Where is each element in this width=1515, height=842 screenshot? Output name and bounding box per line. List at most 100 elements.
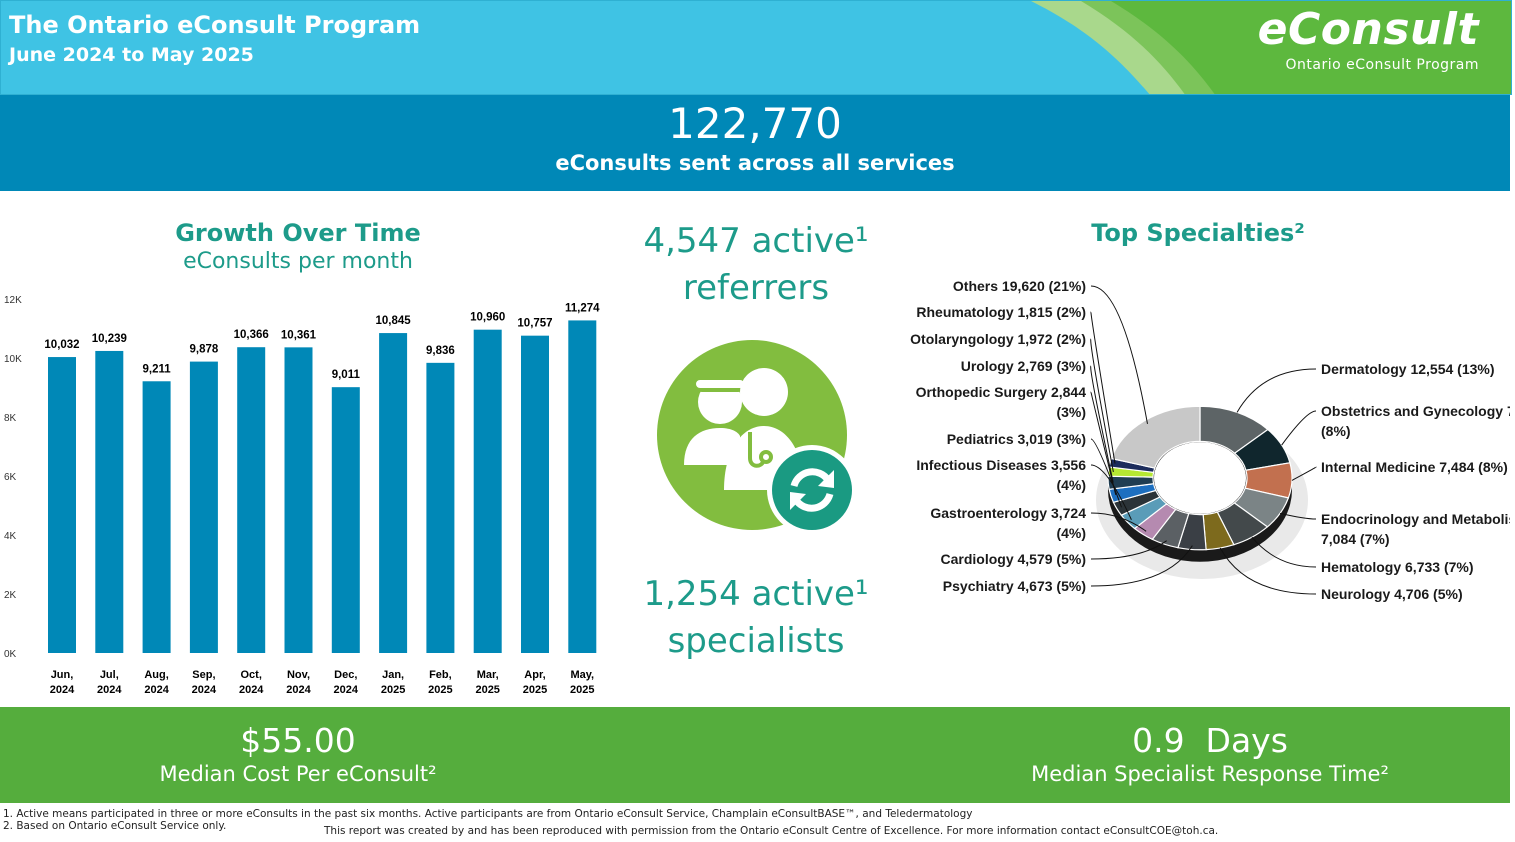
x-tick-label: 2024 (97, 684, 122, 696)
slice-label: Neurology 4,706 (5%) (1321, 586, 1463, 602)
slice-label: Rheumatology 1,815 (2%) (916, 304, 1086, 320)
bar-value-label: 9,878 (190, 344, 219, 356)
bar-value-label: 10,757 (517, 318, 552, 330)
leader-line (1090, 391, 1117, 496)
growth-chart-subtitle: eConsults per month (183, 249, 413, 274)
leader-line (1090, 338, 1114, 473)
x-tick-label: Dec, (334, 669, 357, 681)
x-tick-label: 2025 (381, 684, 405, 696)
bar-value-label: 10,845 (376, 315, 412, 327)
slice-label: Pediatrics 3,019 (3%) (947, 431, 1086, 447)
bar (473, 329, 502, 653)
header-green-swoosh (1031, 1, 1511, 94)
x-tick-label: 2024 (286, 684, 311, 696)
median-cost-label: Median Cost Per eConsult² (159, 762, 437, 786)
bar-value-label: 10,239 (92, 333, 127, 345)
slice-label: Urology 2,769 (3%) (961, 358, 1086, 374)
leader-line (1090, 512, 1147, 532)
bar-value-label: 11,274 (565, 302, 600, 314)
x-tick-label: May, (570, 669, 594, 681)
slice-label: Dermatology 12,554 (13%) (1321, 361, 1495, 377)
monthly-econsults-bar-chart: 0K 2K 4K 6K 8K 10K 12K 10,032 Jun, 2024 10,239 Jul,… (4, 295, 600, 696)
leader-line (1281, 410, 1317, 446)
leader-line (1090, 311, 1116, 464)
y-tick-label: 12K (4, 295, 22, 306)
report-credit: This report was created by and has been … (324, 825, 1219, 837)
slice-label: Internal Medicine 7,484 (8%) (1321, 459, 1508, 475)
bar (521, 335, 549, 653)
median-response-kpi: 0.9 Days Median Specialist Response Time… (1010, 721, 1410, 787)
x-tick-label: 2024 (50, 684, 75, 696)
leader-line (1090, 540, 1167, 560)
bar (568, 320, 597, 653)
leader-line (1090, 545, 1193, 587)
logo-subtitle: Ontario eConsult Program (1285, 57, 1479, 73)
x-tick-label: Jun, (51, 669, 74, 681)
donut-slice (1110, 405, 1201, 469)
active-specialists-label: specialists (667, 621, 845, 661)
bar-value-label: 10,032 (44, 339, 79, 351)
x-tick-label: Feb, (429, 669, 452, 681)
bar (284, 347, 313, 653)
bar (142, 381, 171, 653)
y-tick-label: 2K (4, 590, 17, 601)
slice-label: Obstetrics and Gynecology 7,996(8%) (1321, 403, 1510, 439)
doctor-group-icon (657, 340, 857, 535)
active-referrers-label: referrers (682, 268, 830, 308)
x-tick-label: Sep, (192, 669, 215, 681)
active-specialists-stat: 1,254 active¹ specialists (606, 571, 906, 665)
leader-line (1219, 547, 1317, 595)
logo-wordmark: eConsult (1257, 4, 1479, 55)
x-tick-label: Jan, (382, 669, 404, 681)
y-tick-label: 6K (4, 472, 17, 483)
x-tick-label: 2024 (192, 684, 217, 696)
slice-label: Psychiatry 4,673 (5%) (943, 578, 1086, 594)
active-referrers-count: 4,547 active¹ (643, 221, 869, 261)
median-response-label: Median Specialist Response Time² (1031, 762, 1389, 786)
x-tick-label: Aug, (144, 669, 168, 681)
active-specialists-count: 1,254 active¹ (643, 574, 869, 614)
slice-label: Endocrinology and Metabolism 7,084 (7%) (1321, 511, 1510, 547)
x-tick-label: Nov, (287, 669, 310, 681)
x-tick-label: 2025 (475, 684, 499, 696)
median-response-value: 0.9 Days (1132, 721, 1288, 760)
econsult-logo: eConsult Ontario eConsult Program (1257, 4, 1479, 74)
leader-line (1090, 285, 1148, 424)
median-cost-value: $55.00 (240, 721, 356, 760)
x-tick-label: Apr, (524, 669, 545, 681)
leader-line (1090, 438, 1122, 508)
y-tick-label: 0K (4, 649, 17, 660)
leader-line (1251, 536, 1317, 568)
top-specialties-title: Top Specialties² (1091, 219, 1305, 247)
report-period: June 2024 to May 2025 (9, 44, 254, 66)
growth-chart-title: Growth Over Time (175, 219, 421, 247)
bar-value-label: 10,960 (470, 312, 505, 324)
leader-line (1236, 368, 1317, 413)
total-econsults-band: 122,770 eConsults sent across all servic… (0, 95, 1510, 191)
slice-label: Infectious Diseases 3,556 (4%) (916, 457, 1086, 493)
x-tick-label: Jul, (100, 669, 119, 681)
slice-label: Orthopedic Surgery 2,844 (3%) (916, 384, 1087, 420)
slice-label: Otolaryngology 1,972 (2%) (910, 331, 1086, 347)
x-tick-label: 2024 (334, 684, 359, 696)
active-referrers-stat: 4,547 active¹ referrers (606, 218, 906, 312)
leader-line (1090, 365, 1114, 483)
y-tick-label: 8K (4, 413, 17, 424)
total-econsults-label: eConsults sent across all services (555, 151, 955, 175)
bar (379, 333, 408, 653)
bar-value-label: 9,836 (426, 345, 455, 357)
kpi-band: $55.00 Median Cost Per eConsult² 0.9 Day… (0, 707, 1510, 803)
report-header: The Ontario eConsult Program June 2024 t… (0, 0, 1512, 95)
refresh-icon (767, 445, 857, 535)
donut-hole (1154, 442, 1246, 514)
bar-value-label: 10,366 (234, 329, 269, 341)
bar (331, 387, 360, 653)
slice-label: Gastroenterology 3,724 (4%) (930, 505, 1086, 541)
x-tick-label: Mar, (477, 669, 499, 681)
y-tick-label: 4K (4, 531, 17, 542)
x-tick-label: 2025 (523, 684, 547, 696)
leader-line (1279, 512, 1317, 520)
bar-value-label: 10,361 (281, 329, 317, 341)
slice-label: Cardiology 4,579 (5%) (941, 551, 1087, 567)
leader-line (1090, 464, 1132, 520)
